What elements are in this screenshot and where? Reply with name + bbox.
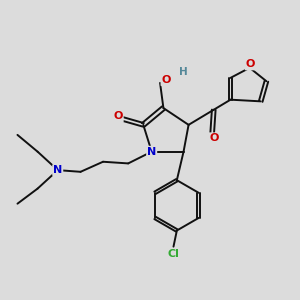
Text: O: O: [246, 59, 255, 69]
Text: O: O: [113, 111, 123, 122]
Text: H: H: [178, 67, 187, 77]
Text: N: N: [53, 165, 62, 175]
Text: O: O: [161, 75, 171, 85]
Text: N: N: [147, 147, 156, 157]
Text: O: O: [209, 133, 218, 143]
Text: Cl: Cl: [167, 249, 179, 259]
